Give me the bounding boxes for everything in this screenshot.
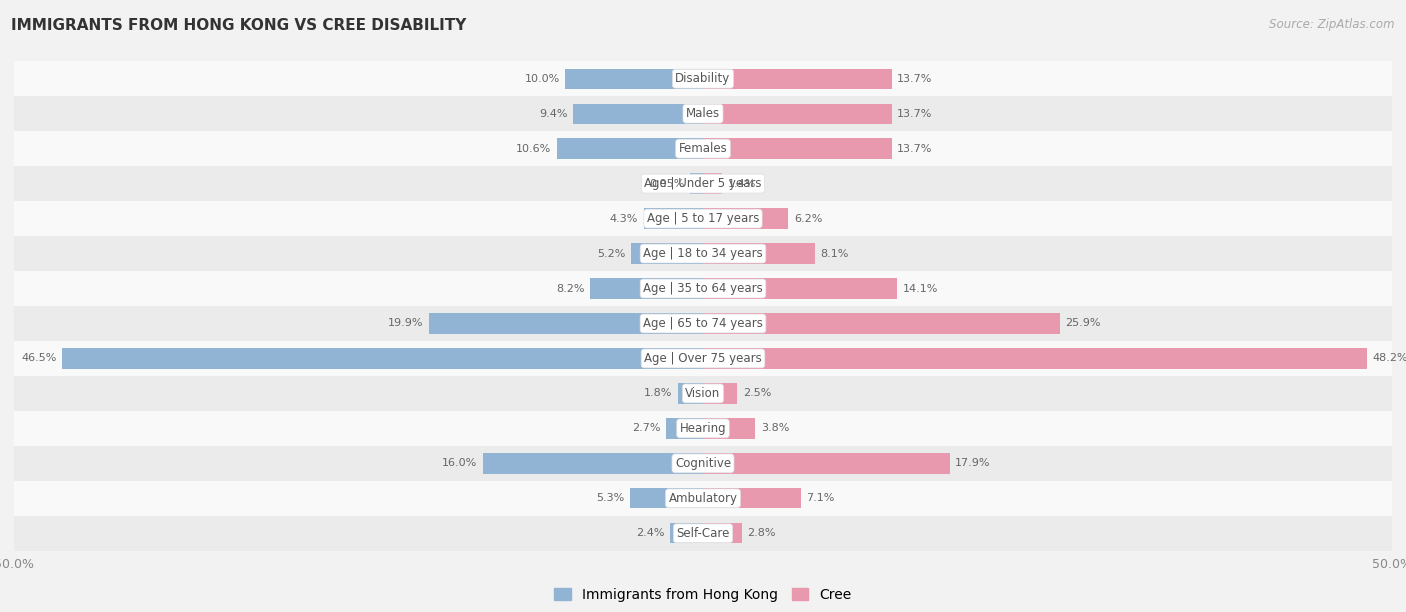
- Text: Age | 5 to 17 years: Age | 5 to 17 years: [647, 212, 759, 225]
- Text: 14.1%: 14.1%: [903, 283, 938, 294]
- Bar: [703, 173, 723, 194]
- Text: Disability: Disability: [675, 72, 731, 85]
- Bar: [644, 209, 703, 229]
- Bar: [703, 488, 801, 509]
- Bar: [703, 209, 789, 229]
- Text: 25.9%: 25.9%: [1066, 318, 1101, 329]
- Bar: [690, 173, 703, 194]
- Text: 10.0%: 10.0%: [524, 73, 560, 84]
- Bar: [678, 383, 703, 403]
- Bar: [669, 523, 703, 543]
- Bar: [591, 278, 703, 299]
- Bar: [14, 271, 1392, 306]
- Bar: [703, 313, 1060, 334]
- Bar: [14, 516, 1392, 551]
- Bar: [14, 481, 1392, 516]
- Text: 6.2%: 6.2%: [794, 214, 823, 223]
- Text: 8.2%: 8.2%: [555, 283, 585, 294]
- Bar: [557, 138, 703, 159]
- Text: 2.8%: 2.8%: [747, 528, 776, 539]
- Text: 7.1%: 7.1%: [807, 493, 835, 503]
- Bar: [14, 236, 1392, 271]
- Bar: [666, 418, 703, 439]
- Text: 3.8%: 3.8%: [761, 424, 789, 433]
- Text: Males: Males: [686, 107, 720, 120]
- Text: Vision: Vision: [685, 387, 721, 400]
- Bar: [429, 313, 703, 334]
- Bar: [703, 278, 897, 299]
- Bar: [14, 61, 1392, 96]
- Text: Cognitive: Cognitive: [675, 457, 731, 470]
- Bar: [703, 523, 741, 543]
- Bar: [574, 103, 703, 124]
- Text: 5.3%: 5.3%: [596, 493, 624, 503]
- Bar: [565, 69, 703, 89]
- Bar: [703, 348, 1367, 368]
- Text: 13.7%: 13.7%: [897, 109, 932, 119]
- Bar: [14, 341, 1392, 376]
- Bar: [703, 418, 755, 439]
- Bar: [630, 488, 703, 509]
- Text: IMMIGRANTS FROM HONG KONG VS CREE DISABILITY: IMMIGRANTS FROM HONG KONG VS CREE DISABI…: [11, 18, 467, 34]
- Text: 46.5%: 46.5%: [21, 354, 56, 364]
- Bar: [14, 96, 1392, 131]
- Bar: [482, 453, 703, 474]
- Text: 4.3%: 4.3%: [610, 214, 638, 223]
- Text: Females: Females: [679, 142, 727, 155]
- Text: 16.0%: 16.0%: [441, 458, 477, 468]
- Text: 13.7%: 13.7%: [897, 73, 932, 84]
- Text: 2.4%: 2.4%: [636, 528, 665, 539]
- Text: 1.8%: 1.8%: [644, 389, 672, 398]
- Text: 0.95%: 0.95%: [650, 179, 685, 188]
- Bar: [14, 376, 1392, 411]
- Text: Age | 35 to 64 years: Age | 35 to 64 years: [643, 282, 763, 295]
- Text: Hearing: Hearing: [679, 422, 727, 435]
- Text: 1.4%: 1.4%: [728, 179, 756, 188]
- Bar: [14, 166, 1392, 201]
- Bar: [703, 138, 891, 159]
- Bar: [62, 348, 703, 368]
- Text: 13.7%: 13.7%: [897, 144, 932, 154]
- Text: 9.4%: 9.4%: [540, 109, 568, 119]
- Bar: [703, 244, 814, 264]
- Text: Age | Over 75 years: Age | Over 75 years: [644, 352, 762, 365]
- Bar: [14, 201, 1392, 236]
- Text: 48.2%: 48.2%: [1372, 354, 1406, 364]
- Text: Age | 65 to 74 years: Age | 65 to 74 years: [643, 317, 763, 330]
- Text: 19.9%: 19.9%: [388, 318, 423, 329]
- Text: 2.5%: 2.5%: [742, 389, 772, 398]
- Text: 17.9%: 17.9%: [955, 458, 991, 468]
- Text: 8.1%: 8.1%: [820, 248, 848, 258]
- Bar: [14, 411, 1392, 446]
- Legend: Immigrants from Hong Kong, Cree: Immigrants from Hong Kong, Cree: [548, 583, 858, 608]
- Bar: [703, 383, 738, 403]
- Text: Self-Care: Self-Care: [676, 527, 730, 540]
- Text: Ambulatory: Ambulatory: [668, 492, 738, 505]
- Bar: [631, 244, 703, 264]
- Bar: [14, 131, 1392, 166]
- Bar: [14, 446, 1392, 481]
- Bar: [703, 103, 891, 124]
- Text: Source: ZipAtlas.com: Source: ZipAtlas.com: [1270, 18, 1395, 31]
- Text: 5.2%: 5.2%: [598, 248, 626, 258]
- Text: Age | Under 5 years: Age | Under 5 years: [644, 177, 762, 190]
- Text: Age | 18 to 34 years: Age | 18 to 34 years: [643, 247, 763, 260]
- Bar: [703, 453, 949, 474]
- Text: 2.7%: 2.7%: [631, 424, 661, 433]
- Bar: [14, 306, 1392, 341]
- Text: 10.6%: 10.6%: [516, 144, 551, 154]
- Bar: [703, 69, 891, 89]
